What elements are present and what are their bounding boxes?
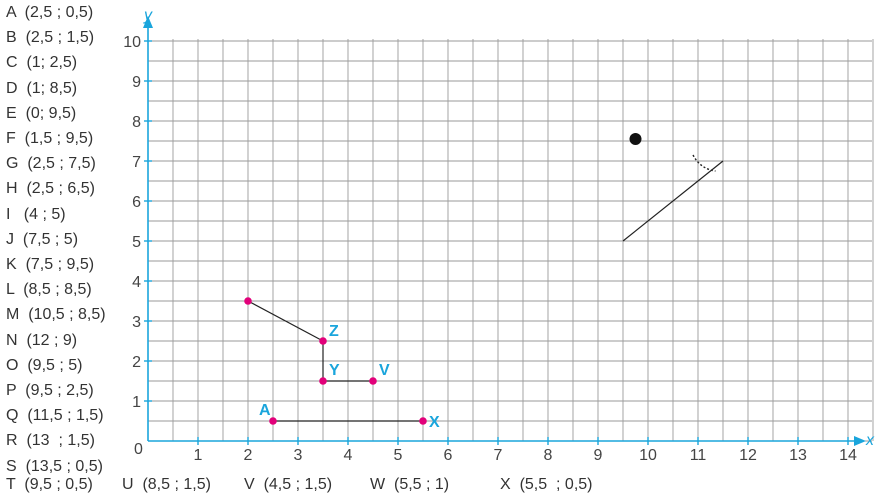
point-label-y: Y [329,362,340,379]
drawing-segment [247,300,324,342]
point-marker [244,297,252,305]
point-entry: A (2,5 ; 0,5) [6,4,94,21]
point-marker [269,417,277,425]
point-marker [419,417,427,425]
x-tick-label: 6 [444,447,453,464]
point-entry: R (13 ; 1,5) [6,432,95,450]
x-tick-label: 11 [690,447,707,464]
point-entry: F (1,5 ; 9,5) [6,130,94,147]
x-tick-label: 13 [789,447,807,464]
dotted-arc [692,154,716,172]
x-tick-label: 8 [544,447,553,464]
y-tick-label: 9 [132,74,141,91]
y-tick-label: 3 [132,314,141,331]
point-markers: A X Y V Z [244,297,440,431]
x-axis-arrow [854,436,866,446]
point-marker [319,337,327,345]
y-axis-label: y [143,7,153,24]
point-entry: U (8,5 ; 1,5) [122,476,211,493]
y-tick-label: 8 [132,114,141,131]
x-tick-label: 5 [394,447,403,464]
point-entry: Q (11,5 ; 1,5) [6,407,104,425]
point-entry: C (1; 2,5) [6,54,78,72]
point-entry: G (2,5 ; 7,5) [6,155,96,173]
x-tick-label: 12 [739,447,757,464]
x-tick-label: 4 [344,447,353,464]
point-entry: V (4,5 ; 1,5) [244,476,333,493]
point-entry: E (0; 9,5) [6,104,77,122]
y-tick-label: 10 [123,34,141,51]
point-marker [319,377,327,385]
point-entry: S (13,5 ; 0,5) [6,457,103,475]
x-tick-label: 7 [494,447,503,464]
y-tick-label: 2 [132,354,141,371]
x-tick-label: 1 [194,447,203,464]
point-marker [369,377,377,385]
eye-dot [629,133,642,145]
y-tick-label: 7 [132,154,141,171]
origin-label: 0 [134,441,143,458]
point-entry: L (8,5 ; 8,5) [6,281,92,299]
point-entry: H (2,5 ; 6,5) [6,180,95,198]
point-entry: D (1; 8,5) [6,79,78,97]
axes [143,16,866,446]
y-tick-label: 5 [132,234,141,251]
point-entry: M (10,5 ; 8,5) [6,306,106,324]
point-entry: J (7,5 ; 5) [6,230,79,248]
point-label-z: Z [329,323,339,340]
x-axis-label: x [865,432,875,449]
x-tick-label: 10 [639,447,657,464]
point-label-x: X [429,414,440,431]
point-entry: O (9,5 ; 5) [6,356,83,374]
x-tick-label: 9 [594,447,603,464]
drawing-segment [622,160,724,242]
point-entry: W (5,5 ; 1) [370,476,450,493]
x-tick-label: 14 [839,447,857,464]
y-tick-label: 6 [132,194,141,211]
point-label-v: V [379,362,390,379]
point-entry: N (12 ; 9) [6,331,78,349]
x-tick-label: 3 [294,447,303,464]
point-label-a: A [259,402,271,419]
grid-lines [147,39,874,442]
x-tick-label: 2 [244,447,253,464]
y-tick-label: 1 [132,394,141,411]
drawing-segments [247,133,724,422]
point-entry: B (2,5 ; 1,5) [6,29,95,47]
point-entry: I (4 ; 5) [6,205,66,223]
point-entry: X (5,5 ; 0,5) [500,476,593,493]
y-axis-arrow [143,16,153,28]
point-entry: P (9,5 ; 2,5) [6,382,94,399]
point-entry: K (7,5 ; 9,5) [6,256,95,273]
point-entry: T (9,5 ; 0,5) [6,476,93,493]
y-tick-label: 4 [132,274,141,291]
